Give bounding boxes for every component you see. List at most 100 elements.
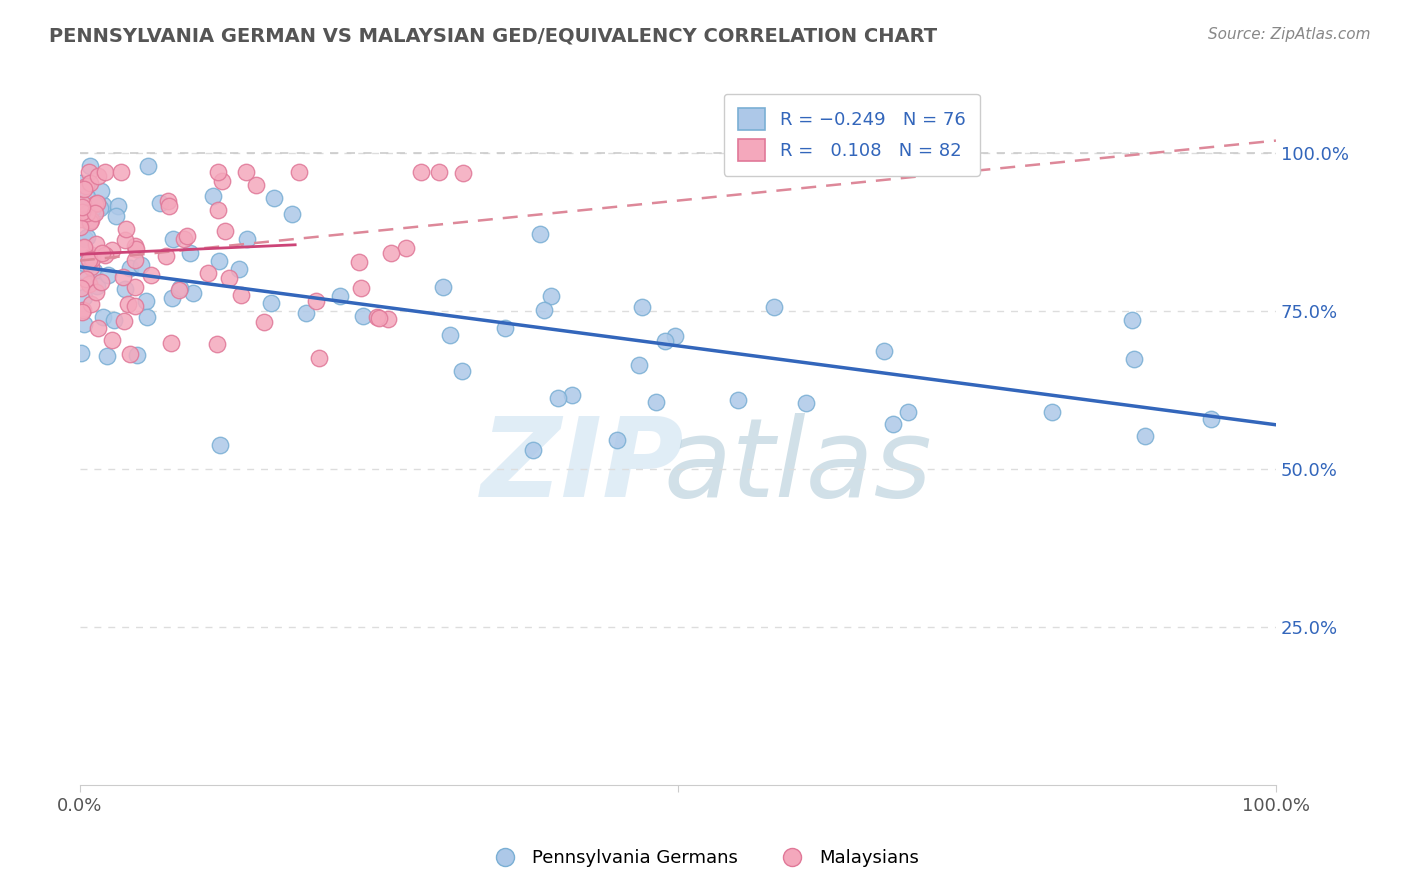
Point: [129, 258, 152, 272]
Point: [380, 246, 402, 260]
Point: [395, 241, 418, 255]
Point: [561, 388, 583, 402]
Point: [727, 393, 749, 408]
Point: [1121, 313, 1143, 327]
Point: [135, 293, 157, 308]
Point: [305, 293, 328, 308]
Point: [794, 395, 817, 409]
Point: [73, 182, 96, 196]
Point: [79, 176, 101, 190]
Point: [120, 347, 142, 361]
Point: [80, 296, 103, 310]
Point: [70, 205, 93, 219]
Point: [79, 159, 101, 173]
Point: [136, 310, 159, 324]
Point: [207, 203, 229, 218]
Point: [235, 232, 257, 246]
Point: [197, 266, 219, 280]
Point: [93, 248, 115, 262]
Point: [329, 289, 352, 303]
Point: [79, 252, 101, 267]
Point: [366, 310, 388, 324]
Point: [606, 433, 628, 447]
Point: [1201, 412, 1223, 426]
Point: [124, 239, 146, 253]
Point: [124, 299, 146, 313]
Point: [350, 281, 373, 295]
Point: [87, 321, 110, 335]
Point: [631, 301, 654, 315]
Point: [157, 199, 180, 213]
Point: [105, 209, 128, 223]
Point: [124, 242, 146, 256]
Point: [125, 348, 148, 362]
Point: [89, 201, 111, 215]
Point: [1133, 429, 1156, 443]
Point: [644, 395, 666, 409]
Point: [93, 165, 115, 179]
Point: [82, 202, 104, 216]
Point: [87, 169, 110, 183]
Point: [762, 301, 785, 315]
Point: [75, 271, 97, 285]
Point: [547, 391, 569, 405]
Point: [1040, 405, 1063, 419]
Point: [103, 313, 125, 327]
Point: [162, 232, 184, 246]
Point: [69, 281, 91, 295]
Point: [83, 263, 105, 277]
Point: [124, 280, 146, 294]
Point: [83, 197, 105, 211]
Point: [259, 296, 281, 310]
Point: [522, 442, 544, 457]
Point: [349, 254, 371, 268]
Point: [76, 230, 98, 244]
Point: [73, 241, 96, 255]
Point: [72, 196, 94, 211]
Point: [73, 256, 96, 270]
Point: [208, 254, 231, 268]
Point: [114, 282, 136, 296]
Point: [139, 268, 162, 282]
Point: [69, 219, 91, 234]
Point: [70, 211, 93, 226]
Point: [73, 239, 96, 253]
Legend: R = −0.249   N = 76, R =   0.108   N = 82: R = −0.249 N = 76, R = 0.108 N = 82: [724, 94, 980, 176]
Point: [91, 310, 114, 325]
Point: [91, 197, 114, 211]
Point: [101, 333, 124, 347]
Point: [409, 165, 432, 179]
Point: [110, 165, 132, 179]
Point: [90, 184, 112, 198]
Point: [218, 271, 240, 285]
Point: [91, 245, 114, 260]
Point: [86, 195, 108, 210]
Point: [69, 176, 91, 190]
Point: [149, 196, 172, 211]
Text: ZIP: ZIP: [481, 413, 683, 520]
Point: [439, 328, 461, 343]
Legend: Pennsylvania Germans, Malaysians: Pennsylvania Germans, Malaysians: [479, 842, 927, 874]
Point: [83, 204, 105, 219]
Point: [79, 277, 101, 292]
Point: [207, 337, 229, 351]
Point: [79, 215, 101, 229]
Point: [160, 291, 183, 305]
Point: [83, 206, 105, 220]
Point: [1123, 352, 1146, 367]
Point: [80, 260, 103, 274]
Point: [73, 317, 96, 331]
Point: [432, 280, 454, 294]
Point: [214, 224, 236, 238]
Point: [263, 191, 285, 205]
Point: [72, 305, 94, 319]
Point: [253, 315, 276, 329]
Point: [157, 194, 180, 208]
Point: [90, 275, 112, 289]
Point: [120, 261, 142, 276]
Point: [86, 285, 108, 300]
Point: [377, 311, 399, 326]
Point: [114, 222, 136, 236]
Point: [228, 262, 250, 277]
Point: [529, 227, 551, 242]
